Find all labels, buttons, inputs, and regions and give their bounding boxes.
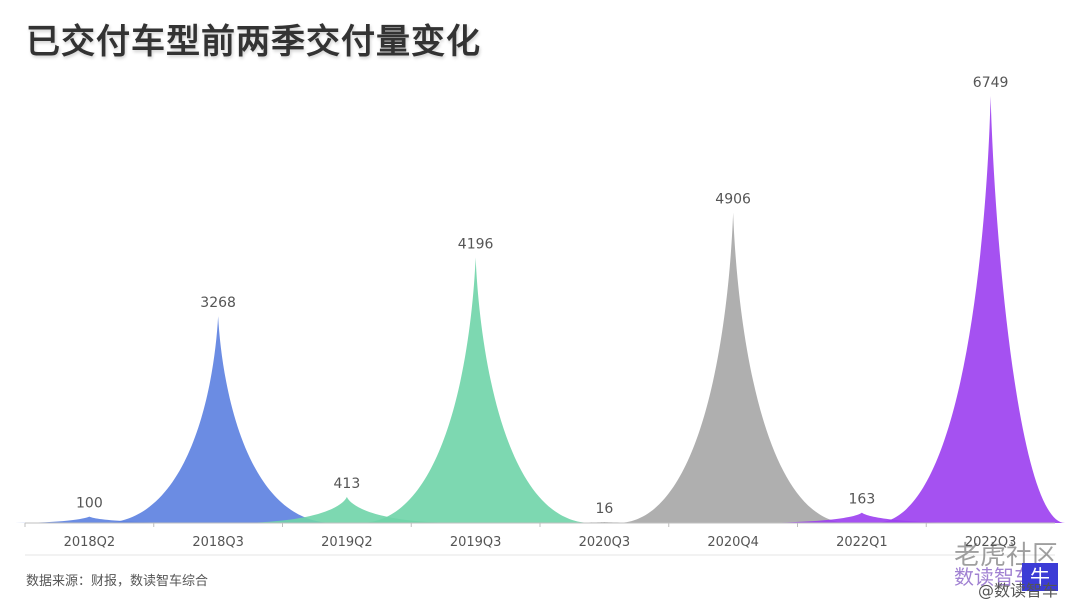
source-note: 数据来源：财报，数读智车综合 — [26, 574, 209, 589]
value-label-2018Q3: 3268 — [200, 295, 236, 311]
x-tick-label-2019Q2: 2019Q2 — [321, 535, 373, 550]
peak-2020Q4 — [617, 212, 849, 523]
value-label-2022Q1: 163 — [849, 492, 876, 508]
x-tick-label-2018Q2: 2018Q2 — [64, 535, 116, 550]
x-tick-label-2020Q4: 2020Q4 — [707, 535, 759, 550]
ticks-layer — [24, 523, 927, 527]
value-label-2022Q3: 6749 — [973, 75, 1009, 91]
peak-2022Q3 — [874, 96, 1065, 523]
x-tick-label-2022Q3: 2022Q3 — [965, 535, 1017, 550]
value-label-2019Q3: 4196 — [458, 237, 494, 253]
watermark-block: 牛 — [1022, 563, 1058, 591]
labels-layer: 100 2018Q2 3268 2018Q3 413 2019Q2 4196 2019Q3 16… — [64, 75, 1017, 550]
peak-2022Q1 — [746, 512, 978, 523]
chart-title: 已交付车型前两季交付量变化 — [26, 22, 481, 62]
peak-2018Q3 — [102, 316, 334, 523]
peak-2020Q3 — [488, 521, 721, 523]
x-tick-label-2020Q3: 2020Q3 — [579, 535, 631, 550]
peak-2019Q2 — [231, 496, 463, 523]
value-label-2020Q3: 16 — [595, 501, 613, 517]
x-tick-label-2022Q1: 2022Q1 — [836, 535, 888, 550]
peak-2018Q2 — [15, 516, 206, 523]
watermark: 老虎社区 数读智车 牛 @数读智车 — [898, 535, 1058, 601]
peaks-layer — [15, 96, 1065, 523]
x-tick-label-2018Q3: 2018Q3 — [192, 535, 244, 550]
watermark-brand: 数读智车 — [954, 565, 1034, 589]
value-label-2020Q4: 4906 — [715, 192, 751, 208]
value-label-2018Q2: 100 — [76, 496, 103, 512]
x-tick-label-2019Q3: 2019Q3 — [450, 535, 502, 550]
watermark-handle: @数读智车 — [977, 581, 1058, 600]
peak-2019Q3 — [359, 257, 592, 523]
value-label-2019Q2: 413 — [334, 476, 361, 492]
